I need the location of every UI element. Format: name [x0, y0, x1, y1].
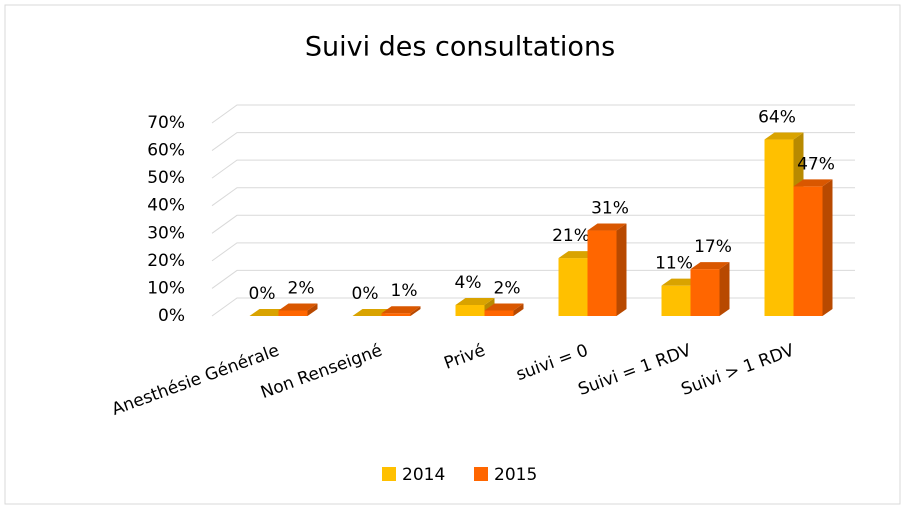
y-tick-label: 20%	[147, 251, 185, 271]
bar	[587, 223, 627, 316]
bar-side	[410, 306, 421, 316]
value-label: 11%	[655, 254, 693, 274]
y-tick-label: 30%	[147, 223, 185, 243]
value-label: 4%	[455, 273, 482, 293]
y-tick-label: 40%	[147, 196, 185, 216]
grid-line	[211, 132, 855, 151]
value-label: 17%	[694, 237, 732, 257]
bar-front	[764, 139, 794, 316]
grid-line	[211, 297, 855, 317]
legend-label: 2014	[402, 465, 445, 485]
bar-front	[484, 310, 514, 316]
grid-line	[211, 159, 855, 179]
bar-side	[513, 303, 524, 316]
legend-swatch	[382, 467, 396, 481]
chart-title: Suivi des consultations	[305, 32, 615, 63]
bar-top	[764, 132, 804, 140]
bar-side	[616, 223, 627, 316]
bar-front	[587, 230, 617, 316]
bar-front	[690, 269, 720, 316]
bar-side	[307, 303, 318, 316]
bar	[278, 303, 318, 316]
bar-top	[381, 306, 421, 314]
bar-front	[558, 258, 588, 316]
bar-top	[484, 303, 524, 311]
y-tick-label: 50%	[147, 168, 185, 188]
value-label: 0%	[249, 284, 276, 304]
y-tick-label: 70%	[147, 113, 185, 133]
bar-front	[661, 285, 691, 316]
bar-side	[822, 179, 833, 316]
bar-front	[278, 310, 308, 316]
bar-top	[793, 179, 833, 187]
bar-top	[690, 262, 730, 270]
y-tick-label: 10%	[147, 278, 185, 298]
legend-label: 2015	[494, 465, 537, 485]
bar	[793, 179, 833, 316]
bar-front	[381, 313, 411, 316]
y-tick-label: 60%	[147, 141, 185, 161]
value-label: 1%	[391, 281, 418, 301]
bar	[690, 262, 730, 316]
grid-line	[211, 104, 855, 124]
value-label: 2%	[288, 278, 315, 298]
bar	[484, 303, 524, 316]
chart-border	[4, 4, 901, 505]
bar-top	[587, 223, 627, 231]
bar-top	[278, 303, 318, 311]
bar-front	[793, 186, 823, 316]
legend-swatch	[474, 467, 488, 481]
bar-side	[719, 262, 730, 316]
value-label: 0%	[352, 284, 379, 304]
value-label: 2%	[494, 278, 521, 298]
value-label: 31%	[591, 199, 629, 219]
bar-top	[455, 297, 495, 305]
bar-front	[455, 304, 485, 316]
grid-line	[211, 269, 855, 289]
value-label: 47%	[797, 154, 835, 174]
y-tick-label: 0%	[158, 306, 185, 326]
grid-line	[211, 214, 855, 234]
bar	[381, 306, 421, 316]
grid-line	[211, 187, 855, 207]
value-label: 21%	[552, 226, 590, 246]
value-label: 64%	[758, 108, 796, 128]
grid-line	[211, 242, 855, 262]
